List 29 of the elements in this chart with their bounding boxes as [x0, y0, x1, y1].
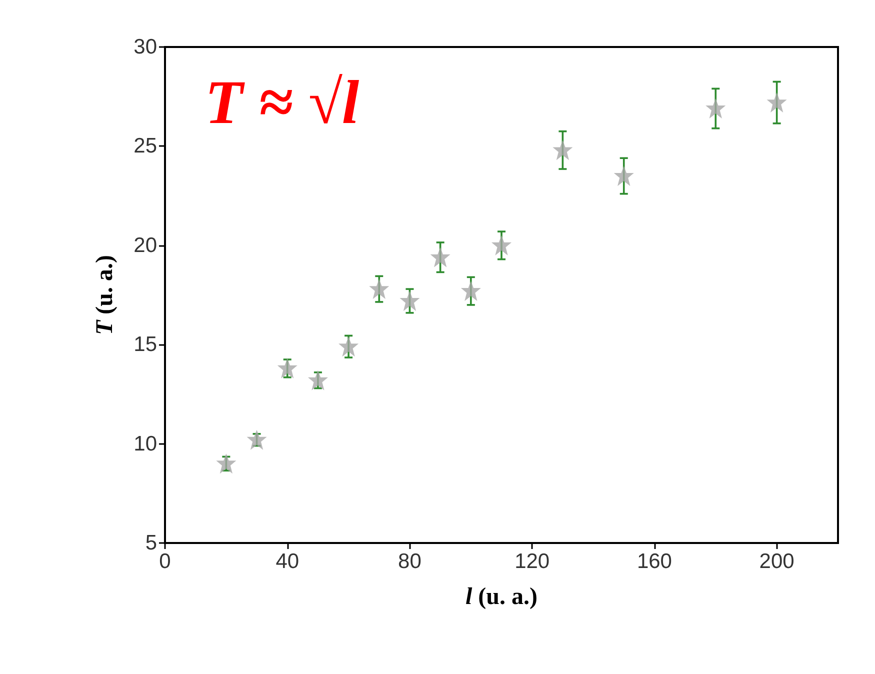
- x-axis-title: l (u. a.): [466, 584, 538, 610]
- x-tick-label: 160: [636, 550, 672, 573]
- x-tick-label: 200: [759, 550, 794, 573]
- point: [308, 370, 328, 390]
- annotation: T ≈ √l: [205, 69, 360, 137]
- y-axis-title: T (u. a.): [92, 255, 118, 335]
- point: [277, 358, 298, 378]
- x-tick-label: 120: [514, 550, 550, 573]
- point: [460, 281, 481, 302]
- point: [706, 98, 726, 119]
- y-tick-label: 20: [134, 234, 157, 257]
- point: [430, 247, 450, 268]
- x-tick-label: 80: [398, 550, 422, 573]
- point: [369, 279, 390, 300]
- point: [246, 430, 267, 450]
- point: [216, 454, 236, 474]
- point: [552, 140, 573, 160]
- x-tick-label: 40: [276, 550, 300, 573]
- point: [614, 166, 634, 186]
- y-tick-label: 5: [145, 532, 157, 554]
- point: [492, 235, 512, 256]
- y-tick-label: 25: [134, 134, 157, 158]
- point: [400, 290, 420, 311]
- y-tick-label: 30: [134, 36, 157, 58]
- y-tick-label: 15: [134, 333, 157, 356]
- x-tick-label: 0: [159, 550, 171, 573]
- point: [766, 92, 787, 113]
- point: [338, 336, 359, 357]
- y-tick-label: 10: [134, 432, 157, 456]
